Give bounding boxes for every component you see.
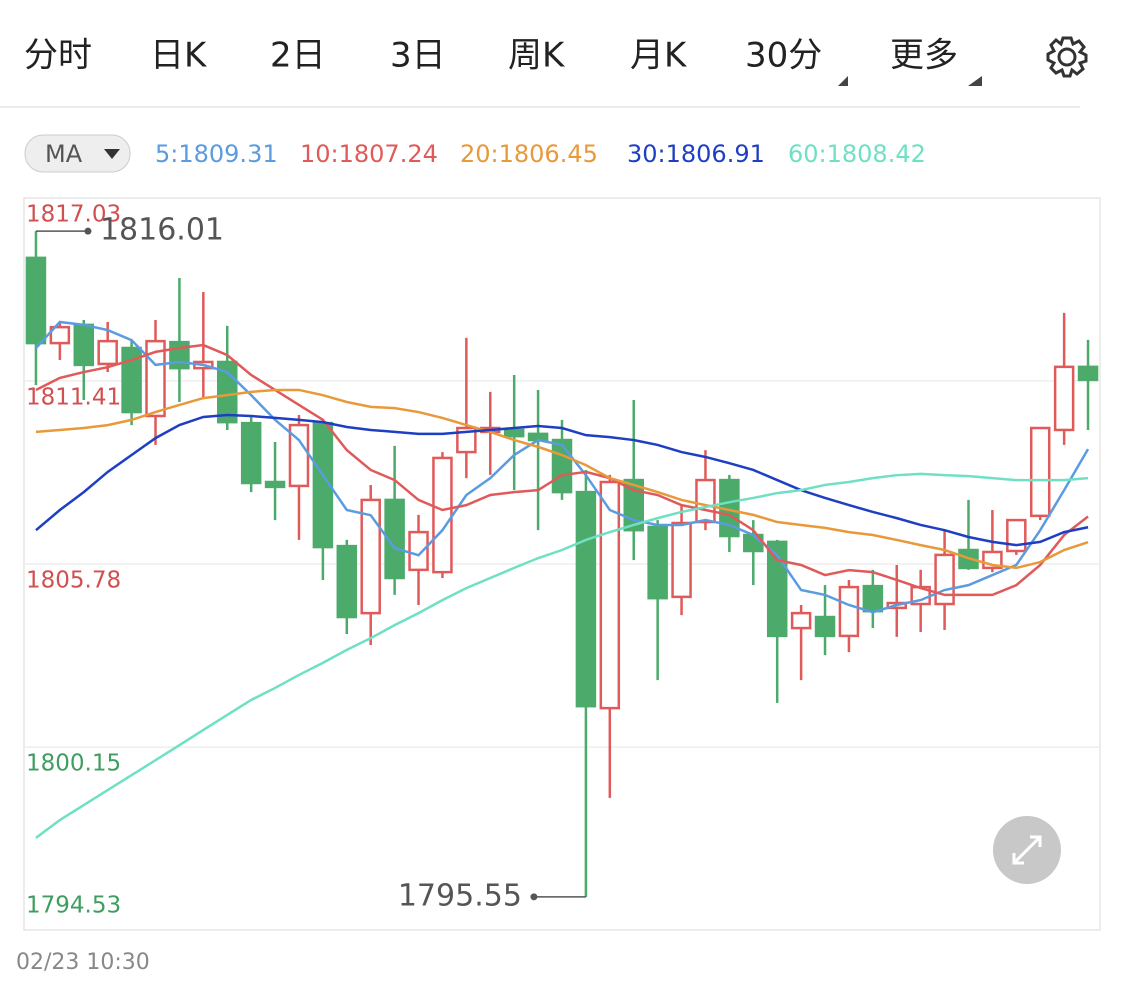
low-label: 1795.55 [398,878,522,913]
tab[interactable]: 30分 [745,36,822,76]
ma-pill[interactable] [24,134,131,173]
tab[interactable]: 更多 [890,36,958,76]
tab[interactable]: 日K [150,36,208,76]
candle-body [1029,426,1051,518]
candle-body [432,456,453,574]
candle-body [934,553,955,606]
candle-body [766,540,788,638]
ma-legend: 20:1806.45 [460,140,598,168]
ma-line [35,413,1089,547]
candle-body [551,438,573,494]
ma-selector[interactable]: MA [24,134,131,173]
dropdown-corner [968,76,982,86]
candle-body [73,323,95,367]
candle-body [814,615,836,638]
candle-body [575,490,597,708]
expand-button[interactable] [993,816,1061,884]
ma-line [35,388,1089,570]
high-label: 1816.01 [100,213,224,248]
candle-body [503,428,525,438]
low-dot [530,893,538,901]
candle-body [121,346,142,414]
y-tick-label: 1800.15 [26,751,121,777]
candle-body [408,530,429,572]
ma-line [35,472,1089,839]
candle-body [790,611,812,630]
dropdown-arrow [104,149,120,159]
ma-line [35,320,1090,614]
candle-body [336,544,358,619]
tab[interactable]: 月K [630,36,688,76]
candle-body [862,584,884,613]
candle-body [1053,365,1075,432]
candle-body [1077,365,1099,382]
y-tick-label: 1794.53 [26,893,121,919]
candle-body [97,339,118,366]
settings-icon[interactable] [1046,36,1088,78]
candle-body [240,421,262,485]
ma-legend: 60:1808.42 [788,140,926,168]
ma-label[interactable]: MA [45,140,83,168]
candle-body [838,585,860,638]
tab[interactable]: 2日 [270,36,326,76]
candle-body [384,498,405,580]
tab[interactable]: 3日 [390,36,446,76]
candle-body [288,423,310,488]
candle-body [671,521,692,599]
ma-legend: 10:1807.24 [300,140,438,168]
dropdown-corner [838,76,848,86]
candle-body [647,525,668,600]
candle-body [456,426,477,454]
ma-legend: 30:1806.91 [627,140,765,168]
y-tick-label: 1817.03 [26,202,121,228]
ma-line [35,343,1089,597]
time-label: 02/23 10:30 [16,950,150,975]
candle-body [49,325,71,345]
expand-icon [1012,835,1042,865]
candle-body [264,480,286,489]
candle-body [360,498,381,615]
candle-body [25,256,47,345]
y-tick-label: 1805.78 [26,568,121,594]
high-dot [84,227,92,235]
tab[interactable]: 分时 [24,36,92,76]
candle-body [695,478,716,524]
ma-legend: 5:1809.31 [155,140,278,168]
tab[interactable]: 周K [508,36,566,76]
candle-body [599,480,621,710]
y-tick-label: 1811.41 [26,384,121,410]
